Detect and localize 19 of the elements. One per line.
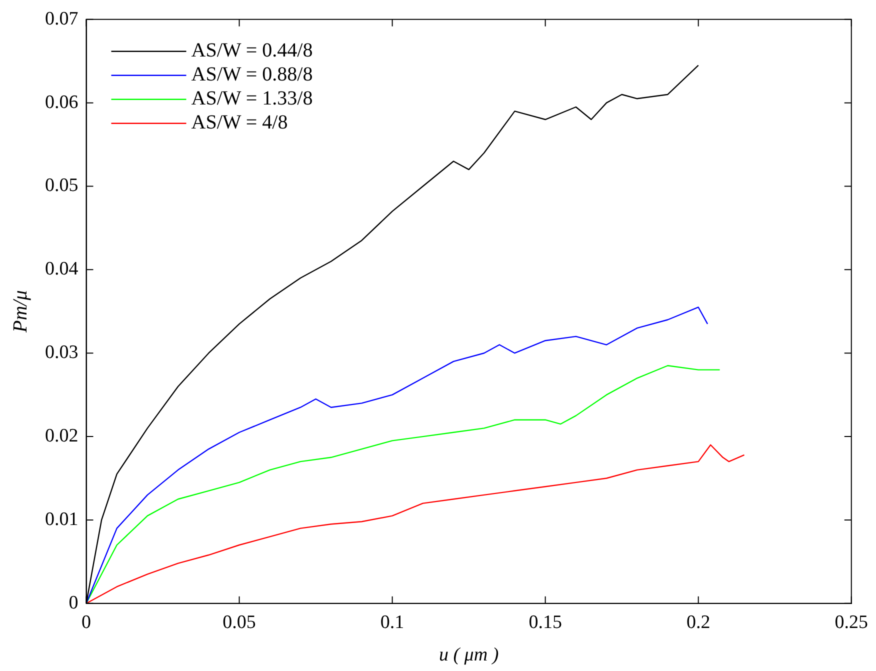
y-tick-label: 0.05 <box>45 175 78 196</box>
y-tick-label: 0.02 <box>45 426 78 447</box>
y-tick-label: 0.07 <box>45 8 78 30</box>
y-tick-label: 0.04 <box>45 258 79 280</box>
y-tick-label: 0.01 <box>45 508 78 530</box>
x-tick-label: 0.2 <box>686 612 710 633</box>
legend-label: AS/W = 0.44/8 <box>191 40 313 62</box>
x-tick-label: 0.1 <box>380 612 404 633</box>
x-tick-label: 0.15 <box>528 612 562 633</box>
legend-label: AS/W = 0.88/8 <box>191 64 313 86</box>
y-tick-label: 0.06 <box>45 92 78 113</box>
y-tick-label: 0 <box>68 592 78 614</box>
x-tick-label: 0.25 <box>834 612 868 633</box>
y-tick-label: 0.03 <box>45 342 78 364</box>
x-tick-label: 0.05 <box>222 612 256 633</box>
x-axis-title: u ( μm ) <box>438 644 499 666</box>
legend-label: AS/W = 4/8 <box>191 112 288 134</box>
y-axis-title: Pm/μ <box>9 290 32 334</box>
legend-label: AS/W = 1.33/8 <box>191 88 313 110</box>
